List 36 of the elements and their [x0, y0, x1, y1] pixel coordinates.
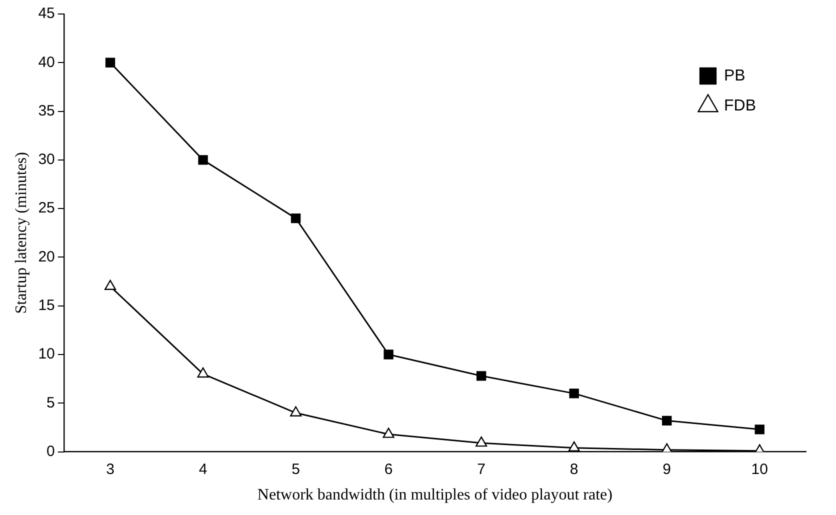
x-tick-label: 5 [292, 460, 300, 478]
y-tick-label: 40 [38, 54, 55, 71]
point [197, 367, 209, 378]
y-tick-label: 15 [38, 297, 55, 314]
x-tick-label: 9 [662, 460, 672, 478]
point [662, 416, 672, 426]
point [568, 441, 580, 452]
x-tick-label: 4 [198, 460, 208, 478]
point [476, 436, 488, 447]
y-tick-label: 0 [46, 442, 55, 460]
point [290, 406, 302, 416]
y-axis-title: Startup latency (minutes) [12, 152, 30, 314]
point [569, 388, 579, 398]
x-tick-label: 6 [384, 460, 393, 478]
point [104, 280, 116, 290]
point [384, 350, 394, 360]
x-tick-label: 8 [570, 460, 578, 478]
point [382, 428, 394, 438]
x-axis-title: Network bandwidth (in multiples of video playout rate) [257, 486, 612, 504]
y-tick-label: 20 [38, 248, 55, 266]
y-tick-label: 10 [38, 346, 55, 363]
y-tick-label: 45 [38, 5, 55, 22]
x-tick-label: 7 [477, 460, 486, 478]
x-tick-label: 10 [751, 460, 768, 478]
x-tick-label: 3 [106, 460, 114, 478]
point [198, 155, 208, 165]
legend-label: PB [724, 67, 746, 84]
y-tick-label: 30 [38, 151, 55, 168]
point [754, 424, 764, 434]
legend-label: FDB [724, 97, 756, 114]
point [290, 213, 301, 224]
y-tick-label: 35 [38, 102, 55, 120]
point [476, 371, 486, 381]
y-tick-label: 5 [46, 394, 55, 412]
y-tick-label: 25 [38, 200, 55, 217]
point [105, 58, 116, 68]
